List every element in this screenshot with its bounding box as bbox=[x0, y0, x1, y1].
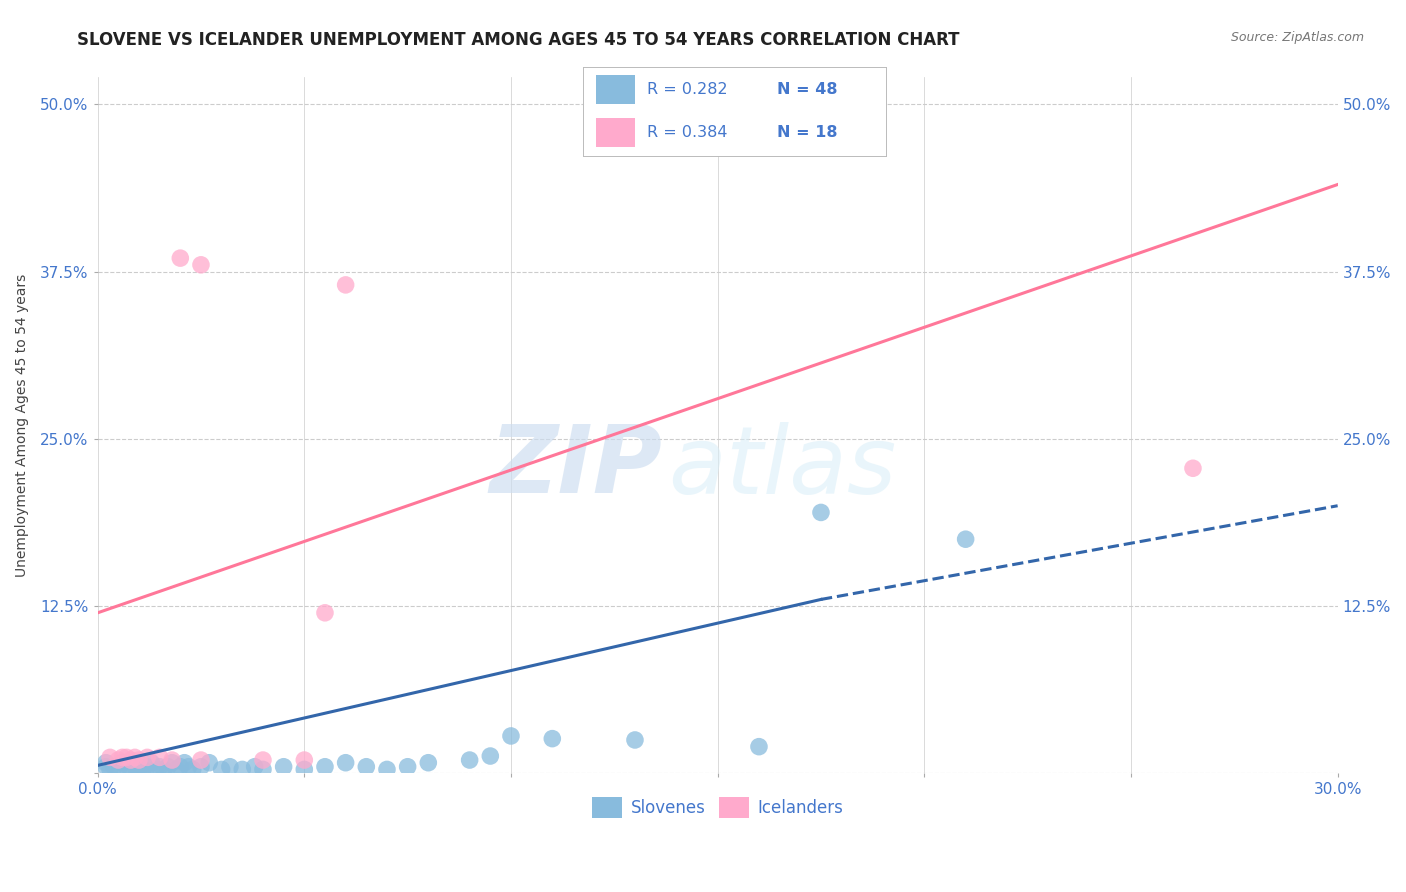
Point bbox=[292, 763, 315, 777]
Point bbox=[375, 763, 398, 777]
Point bbox=[314, 606, 336, 620]
Point bbox=[145, 763, 167, 777]
Point bbox=[748, 739, 770, 754]
Point bbox=[107, 753, 129, 767]
Point bbox=[190, 258, 212, 272]
Point bbox=[335, 277, 357, 292]
Text: atlas: atlas bbox=[668, 422, 896, 513]
Point bbox=[149, 750, 172, 764]
Point bbox=[111, 750, 134, 764]
Point bbox=[190, 753, 212, 767]
Point bbox=[128, 753, 150, 767]
Point bbox=[169, 251, 191, 265]
Point bbox=[252, 753, 274, 767]
Point bbox=[292, 753, 315, 767]
Legend: Slovenes, Icelanders: Slovenes, Icelanders bbox=[585, 790, 849, 824]
Point bbox=[98, 750, 121, 764]
Point bbox=[120, 763, 142, 777]
Point bbox=[252, 763, 274, 777]
Point bbox=[356, 760, 378, 774]
Point bbox=[173, 756, 195, 770]
Point bbox=[115, 750, 138, 764]
Text: R = 0.282: R = 0.282 bbox=[647, 82, 727, 97]
Point bbox=[107, 763, 129, 777]
Point bbox=[141, 756, 163, 770]
Point bbox=[335, 756, 357, 770]
Point bbox=[810, 505, 832, 519]
Point bbox=[128, 760, 150, 774]
Point bbox=[132, 763, 155, 777]
Point bbox=[128, 763, 150, 777]
Point bbox=[156, 760, 179, 774]
Point bbox=[94, 756, 117, 770]
Bar bbox=[596, 75, 636, 104]
Text: SLOVENE VS ICELANDER UNEMPLOYMENT AMONG AGES 45 TO 54 YEARS CORRELATION CHART: SLOVENE VS ICELANDER UNEMPLOYMENT AMONG … bbox=[77, 31, 960, 49]
Point bbox=[136, 750, 159, 764]
Point bbox=[177, 760, 200, 774]
Point bbox=[243, 760, 266, 774]
Point bbox=[190, 760, 212, 774]
Point bbox=[418, 756, 440, 770]
Point bbox=[479, 749, 502, 764]
Point bbox=[396, 760, 419, 774]
Bar bbox=[596, 118, 636, 147]
Point bbox=[211, 763, 233, 777]
Text: R = 0.384: R = 0.384 bbox=[647, 125, 727, 140]
Point bbox=[219, 760, 242, 774]
Point bbox=[541, 731, 564, 746]
Point bbox=[1181, 461, 1204, 475]
Text: N = 48: N = 48 bbox=[778, 82, 838, 97]
Point bbox=[103, 760, 125, 774]
Point bbox=[160, 756, 183, 770]
Point bbox=[128, 756, 150, 770]
Point bbox=[955, 532, 977, 546]
Point bbox=[499, 729, 522, 743]
Point bbox=[136, 760, 159, 774]
Point bbox=[152, 763, 174, 777]
Point bbox=[111, 756, 134, 770]
Point bbox=[160, 753, 183, 767]
Point bbox=[124, 760, 146, 774]
Point bbox=[231, 763, 253, 777]
Point bbox=[273, 760, 295, 774]
Point bbox=[165, 763, 187, 777]
Point bbox=[115, 760, 138, 774]
Point bbox=[98, 763, 121, 777]
Point bbox=[198, 756, 221, 770]
Point bbox=[169, 760, 191, 774]
Point bbox=[458, 753, 481, 767]
Point bbox=[624, 733, 647, 747]
Point bbox=[120, 753, 142, 767]
Point bbox=[149, 760, 172, 774]
Text: ZIP: ZIP bbox=[489, 421, 662, 513]
Y-axis label: Unemployment Among Ages 45 to 54 years: Unemployment Among Ages 45 to 54 years bbox=[15, 274, 30, 577]
Point bbox=[181, 763, 204, 777]
Text: Source: ZipAtlas.com: Source: ZipAtlas.com bbox=[1230, 31, 1364, 45]
Point bbox=[314, 760, 336, 774]
Text: N = 18: N = 18 bbox=[778, 125, 838, 140]
Point bbox=[124, 750, 146, 764]
Point bbox=[94, 760, 117, 774]
